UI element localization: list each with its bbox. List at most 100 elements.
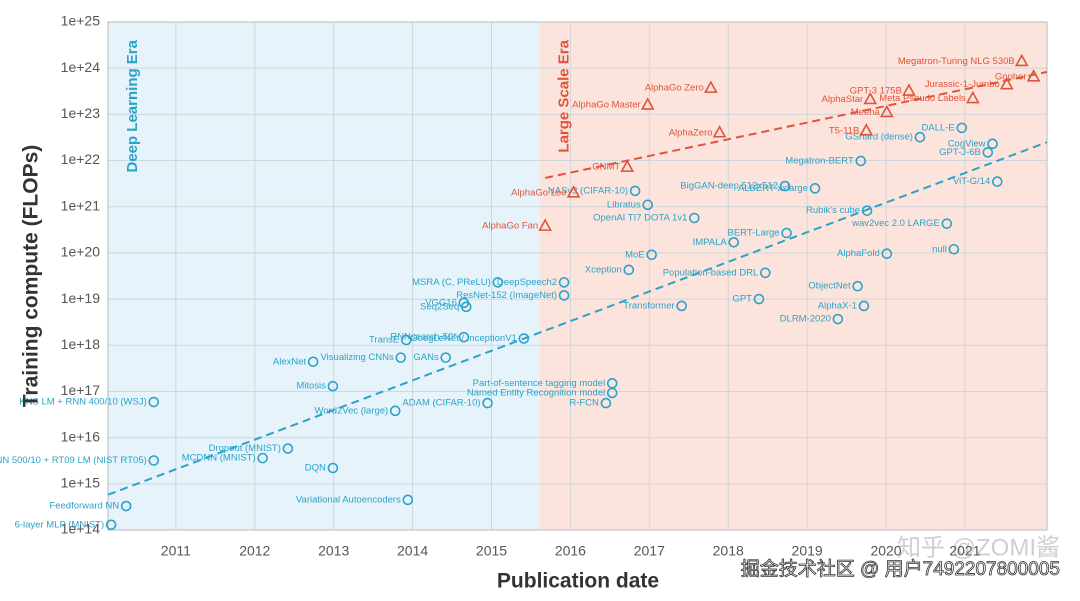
- point-label: T5-11B: [829, 125, 859, 136]
- point-label: Libratus: [607, 199, 641, 210]
- y-tick-label: 1e+20: [61, 244, 101, 260]
- point: [859, 123, 874, 136]
- point: [120, 500, 132, 512]
- point: [948, 243, 960, 255]
- point-label: null: [932, 244, 947, 255]
- x-tick-label: 2015: [476, 543, 507, 559]
- trend-line: [544, 70, 1048, 179]
- point: [1026, 69, 1041, 82]
- point: [400, 334, 412, 346]
- point-label: Jurassic-1-Jumbo: [925, 79, 1000, 90]
- point: [282, 443, 294, 454]
- point: [779, 180, 791, 192]
- era-label: Deep Learning Era: [124, 39, 141, 172]
- point-label: DLRM-2020: [780, 314, 831, 325]
- point: [389, 405, 401, 417]
- point: [956, 122, 968, 134]
- point-label: GNMT: [592, 162, 620, 173]
- point: [852, 280, 863, 292]
- era-band: [539, 22, 1047, 530]
- point: [492, 277, 504, 288]
- point: [704, 80, 718, 93]
- point: [402, 494, 414, 506]
- x-tick-label: 2011: [161, 543, 191, 559]
- point-label: MCDNN (MNIST): [182, 453, 256, 464]
- point-label: Rubik's cube: [806, 205, 860, 216]
- point-label: GPT: [732, 294, 752, 305]
- point-label: Xception: [585, 264, 622, 275]
- point: [600, 397, 612, 409]
- point: [914, 131, 926, 143]
- point: [858, 300, 870, 312]
- point-label: Visualizing CNNs: [321, 352, 394, 363]
- y-tick-label: 1e+24: [61, 59, 101, 75]
- point: [629, 185, 641, 197]
- point-label: DeepSpeech2: [497, 277, 557, 288]
- y-tick-label: 1e+22: [61, 151, 101, 167]
- point: [863, 91, 878, 105]
- trend-line: [107, 141, 1048, 496]
- point: [999, 76, 1014, 90]
- y-tick-label: 1e+23: [61, 105, 101, 121]
- era-band: [108, 22, 540, 530]
- point: [809, 183, 821, 194]
- point: [458, 331, 470, 343]
- point: [646, 249, 657, 261]
- point: [982, 147, 994, 158]
- point-label: AlphaStar: [822, 94, 864, 105]
- point: [395, 352, 407, 363]
- point: [148, 396, 160, 408]
- point-label: IMPALA: [693, 237, 728, 248]
- y-tick-label: 1e+25: [61, 13, 101, 29]
- point: [991, 176, 1003, 187]
- point-label: Part-of-sentence tagging model: [473, 378, 606, 389]
- watermark: 知乎 @ZOMI酱: [897, 534, 1060, 561]
- point-label: Seq2Seq: [420, 301, 459, 312]
- point-label: Variational Autoencoders: [296, 494, 401, 505]
- point: [879, 104, 894, 118]
- x-axis-title: Publication date: [497, 570, 659, 593]
- point-label: NASv3 (CIFAR-10): [548, 185, 628, 196]
- point-label: Meta Pseudo Labels: [879, 93, 966, 104]
- y-tick-label: 1e+18: [61, 336, 101, 352]
- point-label: ResNet-152 (ImageNet): [456, 290, 557, 301]
- y-tick-label: 1e+16: [61, 428, 101, 444]
- point-label: MSRA (C, PReLU): [412, 277, 491, 288]
- x-tick-label: 2013: [318, 543, 349, 559]
- point-label: VGG16: [425, 297, 457, 308]
- point-label: Transformer: [623, 300, 674, 311]
- point-label: Meena: [851, 107, 881, 118]
- x-tick-label: 2018: [713, 543, 744, 559]
- point-label: AlphaZero: [669, 127, 713, 138]
- point-label: R-FCN: [569, 398, 599, 409]
- point-label: Megatron-BERT: [785, 155, 854, 166]
- point: [902, 83, 916, 96]
- point: [759, 267, 771, 279]
- point-label: Population-based DRL: [663, 267, 759, 278]
- point: [566, 185, 581, 198]
- point: [257, 452, 268, 464]
- point-label: BigGAN-deep 512x512: [680, 181, 778, 192]
- point-label: Word2Vec (large): [314, 405, 388, 416]
- point-label: Dropout (MNIST): [209, 443, 281, 454]
- point: [832, 313, 844, 325]
- point: [148, 455, 160, 466]
- x-tick-label: 2020: [870, 543, 901, 559]
- point-label: AlphaX-1: [818, 300, 857, 311]
- y-tick-label: 1e+19: [61, 290, 101, 306]
- x-tick-label: 2016: [555, 543, 586, 559]
- point: [460, 301, 472, 313]
- x-tick-label: 2014: [397, 543, 428, 559]
- y-tick-label: 1e+21: [61, 197, 101, 213]
- point: [538, 218, 553, 231]
- point-label: GPT-3 175B: [850, 86, 902, 97]
- point: [987, 138, 998, 150]
- point-label: Mitosis: [296, 381, 326, 392]
- point: [881, 248, 893, 260]
- point: [307, 356, 319, 368]
- point: [518, 333, 530, 344]
- point: [440, 352, 452, 363]
- point-label: ADAM (CIFAR-10): [402, 398, 480, 409]
- point-label: GoogLeNet / InceptionV1: [410, 333, 517, 344]
